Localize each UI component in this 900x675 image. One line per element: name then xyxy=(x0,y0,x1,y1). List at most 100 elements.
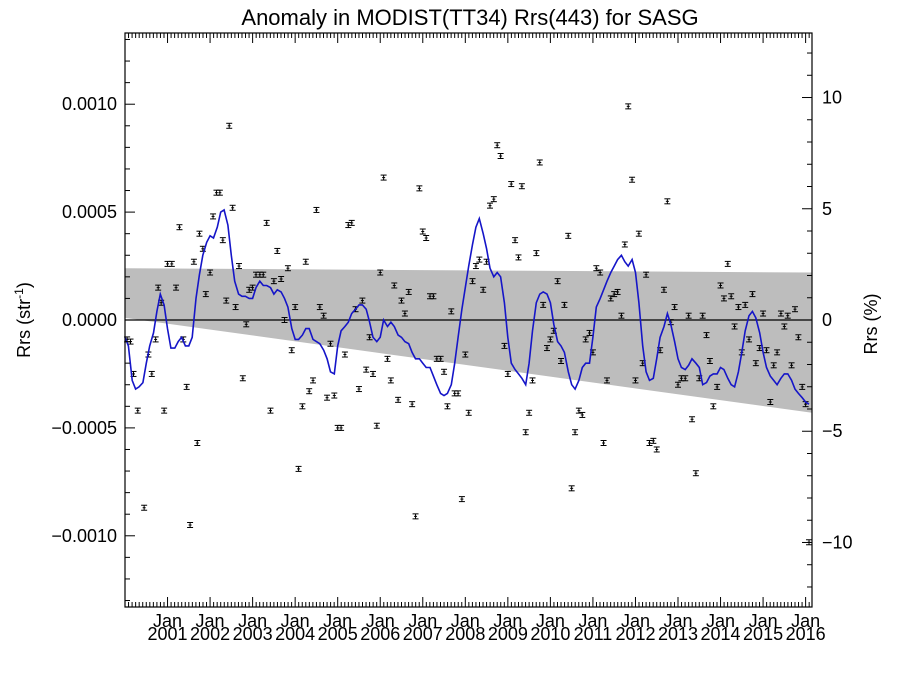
data-point xyxy=(207,269,214,276)
data-point xyxy=(579,411,586,418)
data-point xyxy=(635,230,642,237)
data-point xyxy=(267,407,274,414)
data-point xyxy=(370,370,377,377)
data-point xyxy=(660,286,667,293)
data-point xyxy=(384,355,391,362)
x-tick-month-label: Jan xyxy=(281,611,310,631)
data-point xyxy=(278,276,285,282)
data-point xyxy=(682,375,689,382)
data-point xyxy=(629,176,636,183)
data-point xyxy=(494,142,501,149)
data-point xyxy=(784,312,791,319)
x-tick-month-label: Jan xyxy=(366,611,395,631)
x-tick-month-label: Jan xyxy=(791,611,820,631)
data-point xyxy=(777,310,784,317)
data-point xyxy=(196,230,203,237)
data-point xyxy=(522,429,529,436)
data-point xyxy=(558,358,565,364)
data-point xyxy=(202,291,209,298)
data-point xyxy=(575,407,582,414)
data-point xyxy=(359,297,366,304)
data-point xyxy=(355,386,362,393)
data-point xyxy=(689,416,696,423)
x-tick-year-label: 2002 xyxy=(190,624,230,644)
data-point xyxy=(455,390,462,397)
x-tick-year-label: 2008 xyxy=(445,624,485,644)
data-point xyxy=(536,159,543,166)
data-point xyxy=(380,174,387,181)
data-point xyxy=(187,522,194,528)
data-point xyxy=(243,321,250,328)
data-point xyxy=(643,271,650,278)
data-point xyxy=(363,366,370,373)
data-point xyxy=(423,235,430,241)
data-point xyxy=(791,306,798,313)
right-tick-label: 0 xyxy=(822,310,832,330)
data-point xyxy=(161,407,168,414)
x-tick-month-label: Jan xyxy=(493,611,522,631)
data-point xyxy=(572,429,579,436)
data-point xyxy=(586,329,593,336)
data-point xyxy=(419,228,426,235)
data-point xyxy=(561,301,568,308)
x-tick-year-label: 2007 xyxy=(403,624,443,644)
x-tick-month-label: Jan xyxy=(536,611,565,631)
data-point xyxy=(799,383,806,390)
left-tick-label: 0.0010 xyxy=(62,94,117,114)
data-point xyxy=(281,317,288,323)
x-tick-year-label: 2013 xyxy=(658,624,698,644)
data-point xyxy=(313,206,320,213)
data-point xyxy=(387,377,394,384)
data-point xyxy=(232,304,239,311)
data-point xyxy=(650,437,657,444)
data-point xyxy=(529,377,536,384)
data-point xyxy=(703,332,710,339)
data-point xyxy=(416,185,423,192)
left-tick-label: −0.0010 xyxy=(51,526,117,546)
right-tick-label: −5 xyxy=(822,421,843,441)
data-point xyxy=(401,310,408,317)
x-tick-year-label: 2009 xyxy=(488,624,528,644)
x-tick-month-label: Jan xyxy=(621,611,650,631)
x-tick-year-label: 2004 xyxy=(275,624,315,644)
data-point xyxy=(190,258,197,265)
data-point xyxy=(547,336,554,343)
data-point xyxy=(341,351,348,358)
x-axis: Jan2001Jan2002Jan2003Jan2004Jan2005Jan20… xyxy=(124,33,826,644)
data-point xyxy=(724,260,731,267)
data-point xyxy=(299,403,306,410)
data-point xyxy=(469,278,476,285)
data-point xyxy=(781,323,788,330)
data-point xyxy=(731,323,738,330)
data-point xyxy=(292,304,299,311)
x-tick-year-label: 2016 xyxy=(786,624,826,644)
data-point xyxy=(774,349,781,356)
data-point xyxy=(395,396,402,403)
data-point xyxy=(618,312,625,319)
data-point xyxy=(310,377,317,384)
data-point xyxy=(770,362,777,369)
data-point xyxy=(164,260,171,267)
data-point xyxy=(141,504,148,511)
x-tick-year-label: 2011 xyxy=(574,624,613,644)
data-point xyxy=(448,308,455,315)
right-axis: 10 5 0 −5 −10 xyxy=(802,52,853,588)
data-point xyxy=(508,181,515,188)
x-tick-month-label: Jan xyxy=(749,611,778,631)
data-point xyxy=(295,465,302,472)
uncertainty-band xyxy=(125,268,812,413)
data-point xyxy=(458,496,465,503)
data-point xyxy=(465,409,472,416)
data-point xyxy=(543,345,550,352)
data-point xyxy=(788,362,795,369)
data-point xyxy=(377,269,384,276)
x-tick-month-label: Jan xyxy=(196,611,225,631)
data-point xyxy=(194,440,201,446)
data-point xyxy=(216,189,223,196)
data-point xyxy=(699,312,706,319)
x-tick-year-label: 2014 xyxy=(701,624,741,644)
data-point xyxy=(675,381,682,388)
x-tick-month-label: Jan xyxy=(706,611,735,631)
right-tick-label: −10 xyxy=(822,532,853,552)
